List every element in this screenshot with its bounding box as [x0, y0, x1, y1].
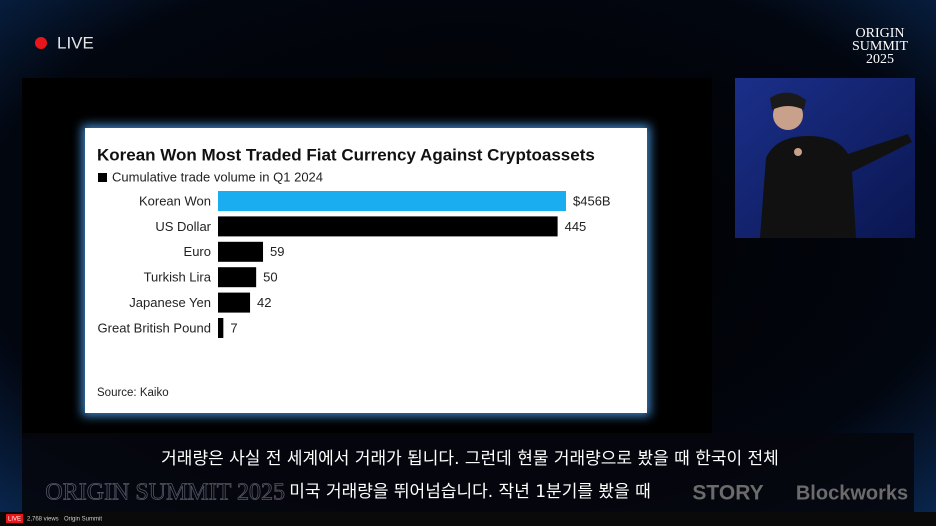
category-label: Great British Pound	[98, 320, 211, 335]
category-label: Korean Won	[139, 193, 211, 208]
bar	[218, 216, 558, 237]
chart-title: Korean Won Most Traded Fiat Currency Aga…	[97, 145, 595, 164]
category-label: Turkish Lira	[144, 270, 212, 285]
bar	[218, 241, 264, 262]
chart-subtitle: Cumulative trade volume in Q1 2024	[112, 169, 323, 184]
banner-event: ORIGIN SUMMIT 2025	[45, 480, 285, 506]
live-dot	[35, 37, 47, 49]
bar	[218, 267, 257, 288]
category-label: US Dollar	[155, 219, 211, 234]
caption-line: 미국 거래량을 뛰어넘습니다. 작년 1분기를 봤을 때	[289, 482, 650, 502]
value-label: 59	[270, 244, 284, 259]
category-label: Euro	[184, 244, 211, 259]
event-logo: 2025	[866, 52, 894, 67]
chart-source: Source: Kaiko	[97, 387, 169, 399]
value-label: 50	[263, 270, 277, 285]
live-label: LIVE	[57, 33, 94, 52]
caption-band	[22, 433, 914, 517]
bar	[218, 191, 566, 211]
bar-group: Korean Won $456B US Dollar 445 Euro 59 Turkish…	[98, 191, 611, 338]
live-badge: LIVE	[8, 517, 21, 523]
channel-name[interactable]: Origin Summit	[64, 517, 102, 523]
status-bar	[0, 512, 936, 526]
bar	[218, 318, 224, 338]
bar	[218, 292, 251, 313]
value-label: 445	[565, 219, 587, 234]
event-logo: ORIGIN	[856, 26, 905, 41]
live-badge-bg	[6, 514, 23, 523]
chart-card	[85, 128, 647, 413]
event-logo: SUMMIT	[852, 39, 908, 54]
view-count: 2,768 views	[27, 517, 59, 523]
category-label: Japanese Yen	[129, 295, 211, 310]
sponsor: Blockworks	[796, 482, 908, 504]
value-label: 7	[230, 320, 237, 335]
speaker	[760, 92, 912, 238]
value-label: $456B	[573, 193, 611, 208]
value-label: 42	[257, 295, 271, 310]
legend-swatch	[98, 173, 107, 182]
caption-line: 거래량은 사실 전 세계에서 거래가 됩니다. 그런데 현물 거래량으로 봤을 …	[161, 449, 779, 469]
sponsor: STORY	[692, 482, 763, 505]
